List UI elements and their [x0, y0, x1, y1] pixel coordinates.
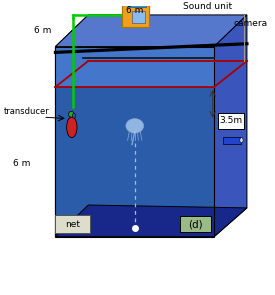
FancyBboxPatch shape	[223, 137, 241, 144]
FancyBboxPatch shape	[128, 1, 146, 7]
Polygon shape	[88, 15, 247, 208]
FancyBboxPatch shape	[122, 5, 149, 27]
Ellipse shape	[72, 114, 76, 118]
FancyBboxPatch shape	[56, 215, 90, 233]
FancyBboxPatch shape	[132, 11, 145, 23]
Polygon shape	[56, 217, 214, 237]
Polygon shape	[56, 15, 88, 237]
Text: Sound unit: Sound unit	[183, 1, 232, 11]
Text: net: net	[65, 219, 80, 229]
Text: 6 m: 6 m	[34, 26, 52, 35]
Text: camera: camera	[233, 19, 268, 28]
Polygon shape	[56, 87, 214, 217]
Polygon shape	[56, 15, 247, 47]
Text: transducer: transducer	[3, 107, 49, 116]
FancyBboxPatch shape	[218, 113, 244, 129]
Polygon shape	[214, 15, 247, 237]
Text: (d): (d)	[188, 219, 203, 229]
Ellipse shape	[67, 117, 77, 138]
Ellipse shape	[240, 138, 243, 143]
Ellipse shape	[68, 112, 74, 117]
Text: 3.5m: 3.5m	[220, 116, 243, 125]
Polygon shape	[56, 205, 247, 237]
Polygon shape	[56, 47, 214, 87]
Text: 6 m: 6 m	[126, 6, 144, 15]
FancyBboxPatch shape	[180, 216, 211, 232]
Text: 6 m: 6 m	[13, 159, 30, 168]
Ellipse shape	[126, 119, 144, 133]
